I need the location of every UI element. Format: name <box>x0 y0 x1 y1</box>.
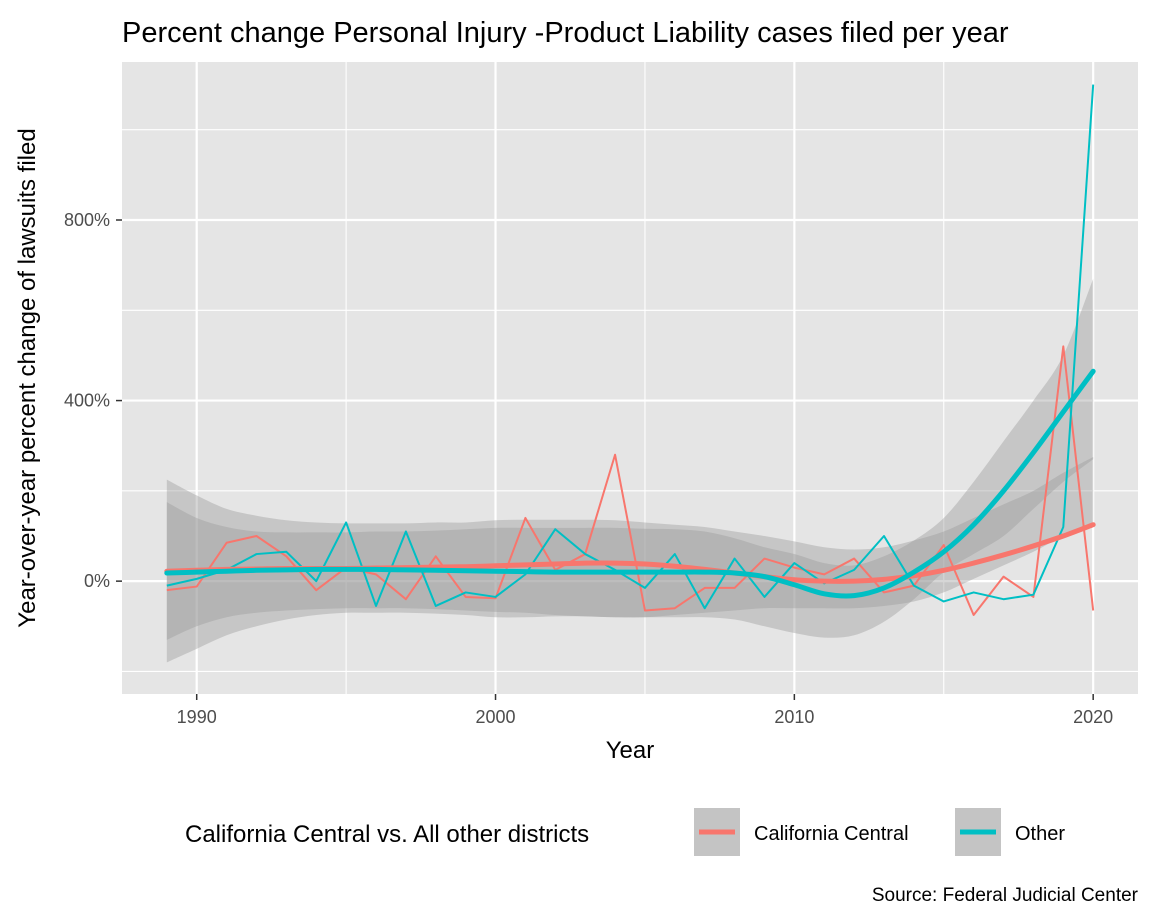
x-tick-label: 2010 <box>774 707 814 727</box>
y-tick-label: 400% <box>64 391 110 411</box>
x-tick-label: 1990 <box>177 707 217 727</box>
minor-gridlines <box>122 62 1138 694</box>
legend-label-california-central: California Central <box>754 823 909 845</box>
line-california-central <box>166 345 1095 616</box>
x-tick-label: 2020 <box>1073 707 1113 727</box>
plot-panel <box>122 62 1138 694</box>
smooth-other <box>164 368 1096 599</box>
y-axis: 0% 400% 800% <box>64 210 122 591</box>
chart-caption: Source: Federal Judicial Center <box>872 885 1139 906</box>
x-axis-title: Year <box>606 737 655 764</box>
legend: California Central vs. All other distric… <box>185 808 1065 856</box>
smooth-trend-lines <box>164 368 1096 599</box>
chart-title: Percent change Personal Injury -Product … <box>122 17 1009 49</box>
major-gridlines <box>122 62 1138 694</box>
y-axis-title: Year-over-year percent change of lawsuit… <box>14 128 41 627</box>
x-tick-label: 2000 <box>476 707 516 727</box>
ribbon-california-central <box>166 457 1094 663</box>
legend-label-other: Other <box>1015 823 1065 845</box>
y-tick-label: 0% <box>84 571 110 591</box>
y-tick-label: 800% <box>64 210 110 230</box>
x-axis: 1990 2000 2010 2020 <box>177 694 1113 727</box>
legend-title: California Central vs. All other distric… <box>185 821 589 848</box>
